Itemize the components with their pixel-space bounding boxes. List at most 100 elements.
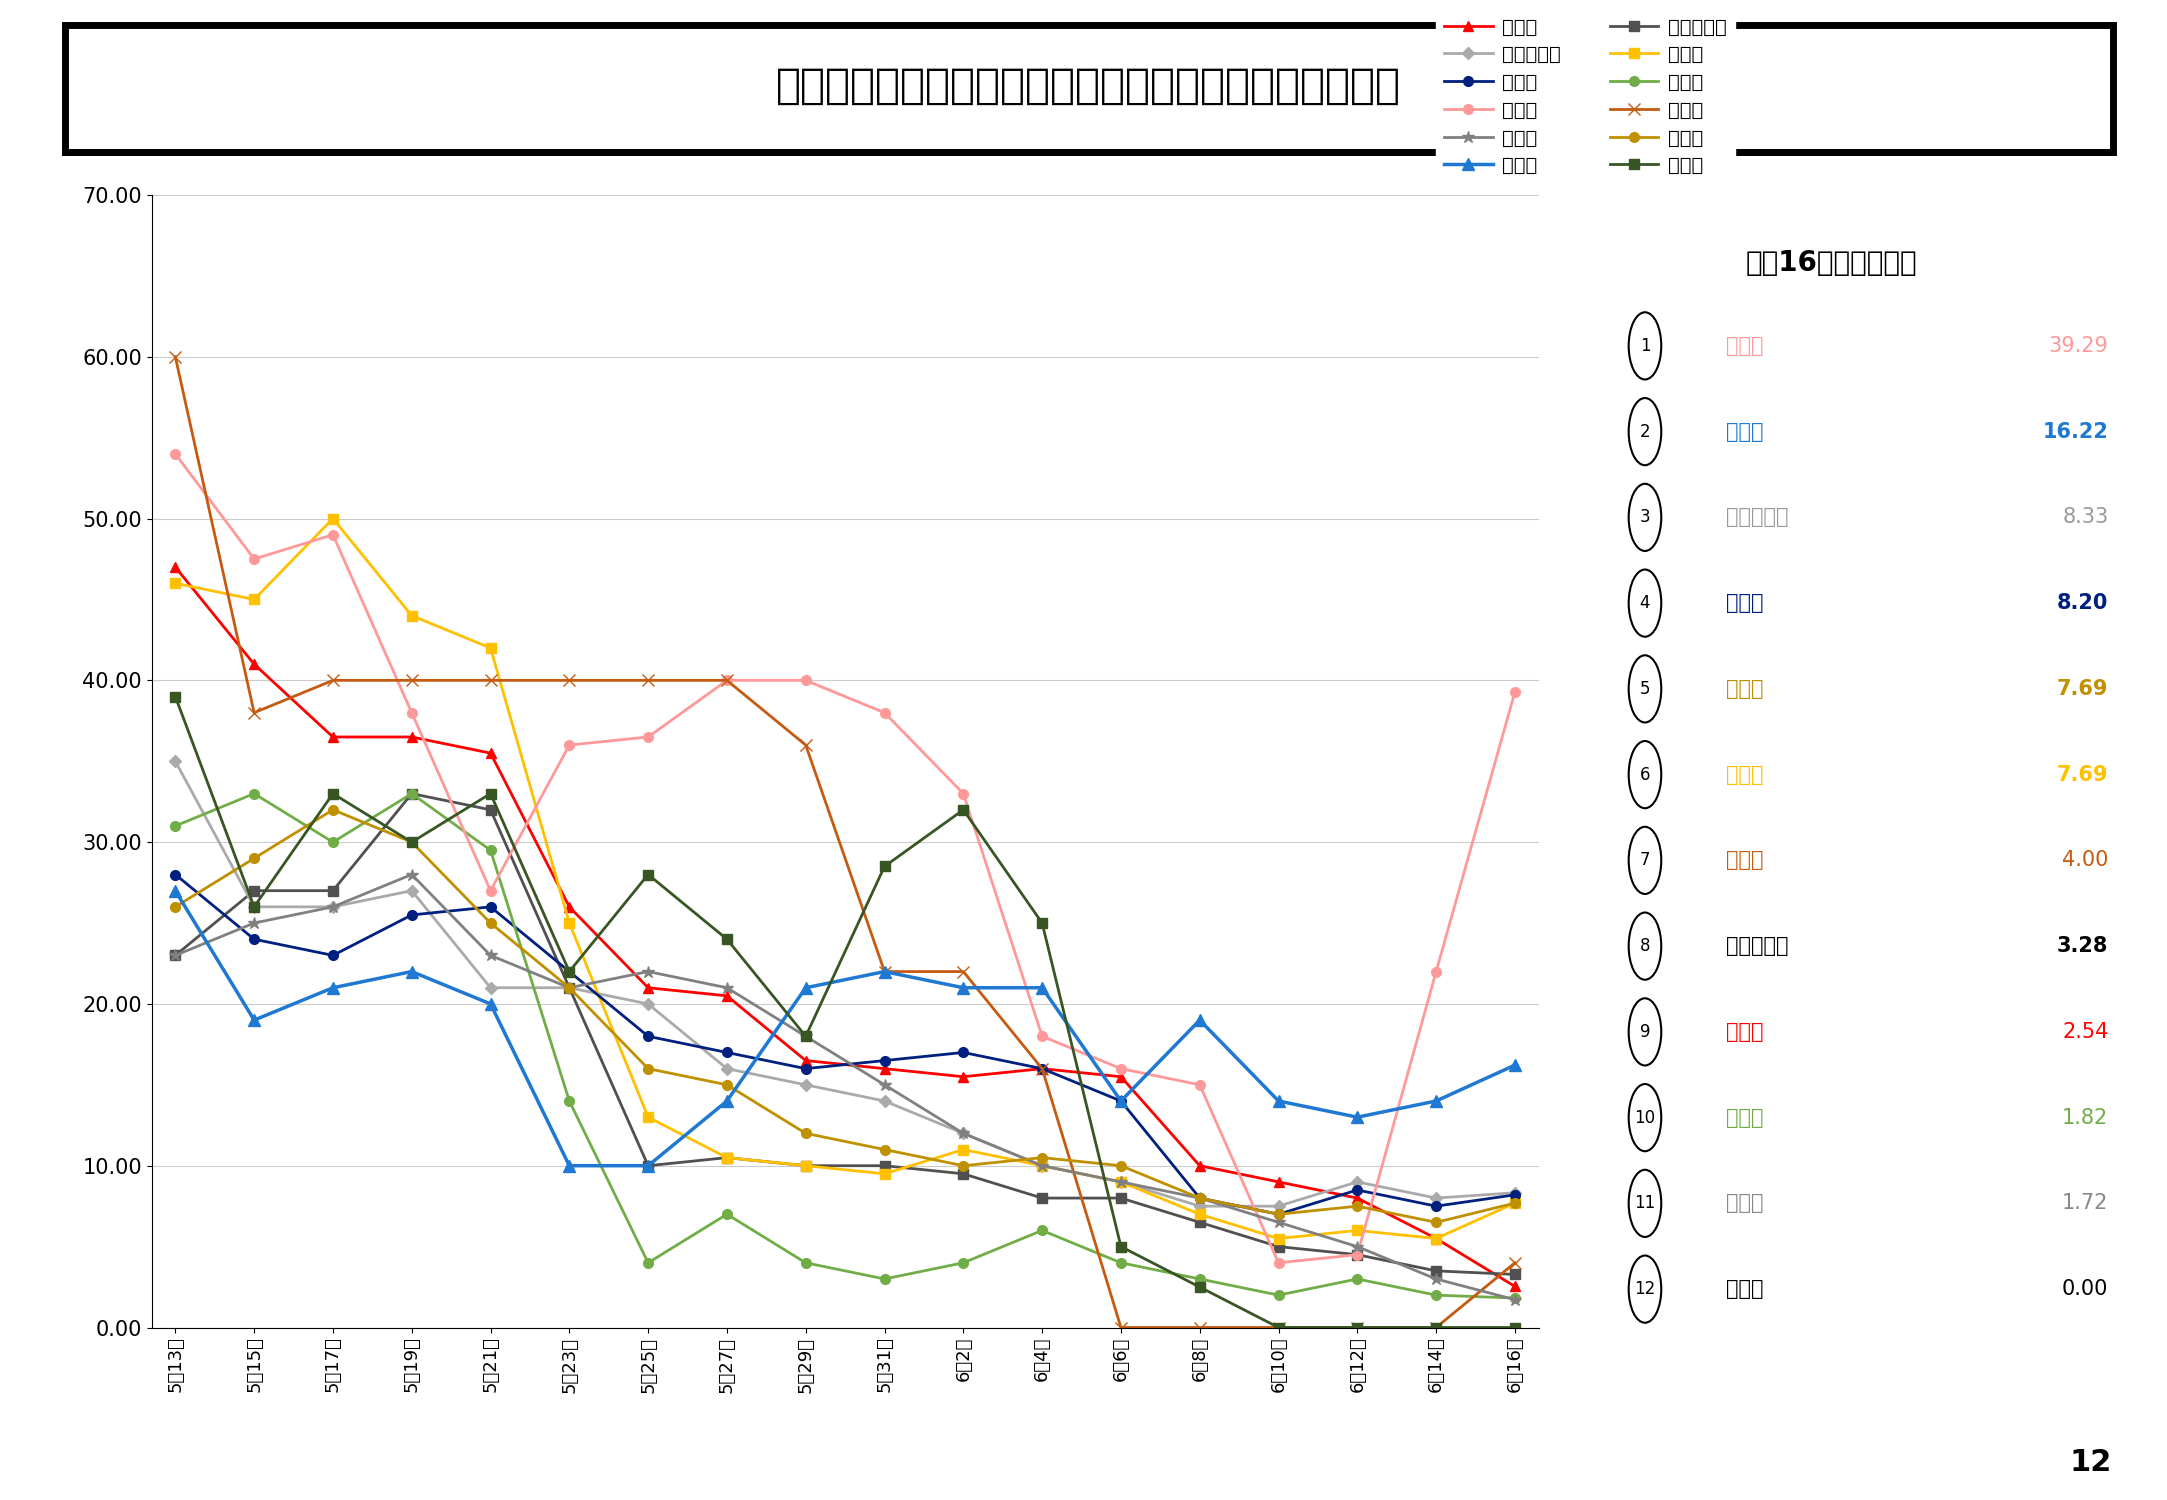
大和高田市 <box>399 784 425 802</box>
香芝市 <box>557 980 583 998</box>
桜井市 <box>1107 1254 1133 1272</box>
奈良市 <box>1266 1173 1292 1191</box>
天理市 <box>1424 1230 1450 1248</box>
大和郡山市 <box>1107 1173 1133 1191</box>
御所市 <box>557 672 583 690</box>
五條市 <box>1344 1245 1370 1263</box>
大和郡山市 <box>1502 1184 1528 1202</box>
Text: 7.69: 7.69 <box>2056 680 2108 699</box>
Line: 五條市: 五條市 <box>171 448 1519 1268</box>
Line: 橿原市: 橿原市 <box>171 870 1519 1220</box>
Line: 大和高田市: 大和高田市 <box>171 789 1519 1280</box>
大和高田市 <box>321 882 347 900</box>
宇陀市 <box>321 784 347 802</box>
大和郡山市 <box>163 753 189 771</box>
Text: 御所市: 御所市 <box>1727 850 1764 870</box>
奈良市 <box>163 558 189 576</box>
香芝市 <box>1344 1197 1370 1215</box>
香芝市 <box>1107 1156 1133 1174</box>
生駒市 <box>557 980 583 998</box>
Text: 8: 8 <box>1640 938 1651 956</box>
桜井市 <box>1266 1286 1292 1304</box>
宇陀市 <box>1502 1318 1528 1336</box>
生駒市 <box>399 865 425 883</box>
宇陀市 <box>793 1028 819 1045</box>
Text: 1.72: 1.72 <box>2063 1194 2108 1214</box>
香芝市 <box>793 1125 819 1143</box>
橿原市 <box>713 1044 739 1062</box>
Text: 9: 9 <box>1640 1023 1651 1041</box>
生駒市 <box>1107 1173 1133 1191</box>
葛城市 <box>635 1156 661 1174</box>
香芝市 <box>1029 1149 1055 1167</box>
大和高田市 <box>1107 1190 1133 1208</box>
大和郡山市 <box>635 994 661 1012</box>
桜井市 <box>399 784 425 802</box>
Text: 0.00: 0.00 <box>2063 1280 2108 1299</box>
Text: 39.29: 39.29 <box>2048 336 2108 356</box>
大和高田市 <box>951 1166 977 1184</box>
Text: 香芝市: 香芝市 <box>1727 680 1764 699</box>
葛城市 <box>713 1092 739 1110</box>
葛城市 <box>399 963 425 981</box>
橿原市 <box>1502 1186 1528 1204</box>
Line: 桜井市: 桜井市 <box>171 789 1519 1304</box>
奈良市 <box>1107 1068 1133 1086</box>
香芝市 <box>1188 1190 1214 1208</box>
橿原市 <box>1188 1190 1214 1208</box>
FancyBboxPatch shape <box>65 26 2113 152</box>
御所市 <box>951 963 977 981</box>
橿原市 <box>1029 1059 1055 1077</box>
生駒市 <box>1188 1190 1214 1208</box>
香芝市 <box>321 801 347 819</box>
葛城市 <box>951 980 977 998</box>
天理市 <box>241 591 267 609</box>
宇陀市 <box>951 801 977 819</box>
Text: 3.28: 3.28 <box>2056 936 2108 956</box>
五條市 <box>635 728 661 746</box>
天理市 <box>635 1108 661 1126</box>
五條市 <box>1266 1254 1292 1272</box>
御所市 <box>163 348 189 366</box>
Text: 12: 12 <box>2069 1448 2113 1478</box>
宇陀市 <box>871 858 897 876</box>
Line: 香芝市: 香芝市 <box>171 806 1519 1227</box>
Text: 1: 1 <box>1640 338 1651 356</box>
Text: 4: 4 <box>1640 594 1651 612</box>
天理市 <box>871 1166 897 1184</box>
大和高田市 <box>241 882 267 900</box>
生駒市 <box>1344 1238 1370 1256</box>
Text: 7: 7 <box>1640 852 1651 870</box>
大和郡山市 <box>557 980 583 998</box>
奈良市 <box>951 1068 977 1086</box>
大和高田市 <box>635 1156 661 1174</box>
葛城市 <box>1266 1092 1292 1110</box>
御所市 <box>1029 1059 1055 1077</box>
Legend: 奈良市, 大和郡山市, 橿原市, 五條市, 生駒市, 葛城市, 大和高田市, 天理市, 桜井市, 御所市, 香芝市, 宇陀市: 奈良市, 大和郡山市, 橿原市, 五條市, 生駒市, 葛城市, 大和高田市, 天… <box>1437 9 1736 183</box>
Text: 10: 10 <box>1634 1108 1656 1126</box>
Line: 御所市: 御所市 <box>169 351 1521 1334</box>
生駒市 <box>321 898 347 916</box>
Text: 宇陀市: 宇陀市 <box>1727 1280 1764 1299</box>
大和郡山市 <box>321 898 347 916</box>
Text: 7.69: 7.69 <box>2056 765 2108 784</box>
生駒市 <box>241 914 267 932</box>
葛城市 <box>163 882 189 900</box>
香芝市 <box>241 849 267 867</box>
Text: 2: 2 <box>1640 423 1651 441</box>
天理市 <box>1029 1156 1055 1174</box>
生駒市 <box>1029 1156 1055 1174</box>
Text: 天理市: 天理市 <box>1727 765 1764 784</box>
五條市 <box>241 550 267 568</box>
橿原市 <box>951 1044 977 1062</box>
葛城市 <box>1424 1092 1450 1110</box>
宇陀市 <box>713 930 739 948</box>
奈良市 <box>1502 1278 1528 1296</box>
五條市 <box>951 784 977 802</box>
奈良市 <box>1424 1230 1450 1248</box>
Line: 大和郡山市: 大和郡山市 <box>171 758 1519 1210</box>
橿原市 <box>477 898 503 916</box>
奈良市 <box>1344 1190 1370 1208</box>
生駒市 <box>951 1125 977 1143</box>
橿原市 <box>793 1059 819 1077</box>
